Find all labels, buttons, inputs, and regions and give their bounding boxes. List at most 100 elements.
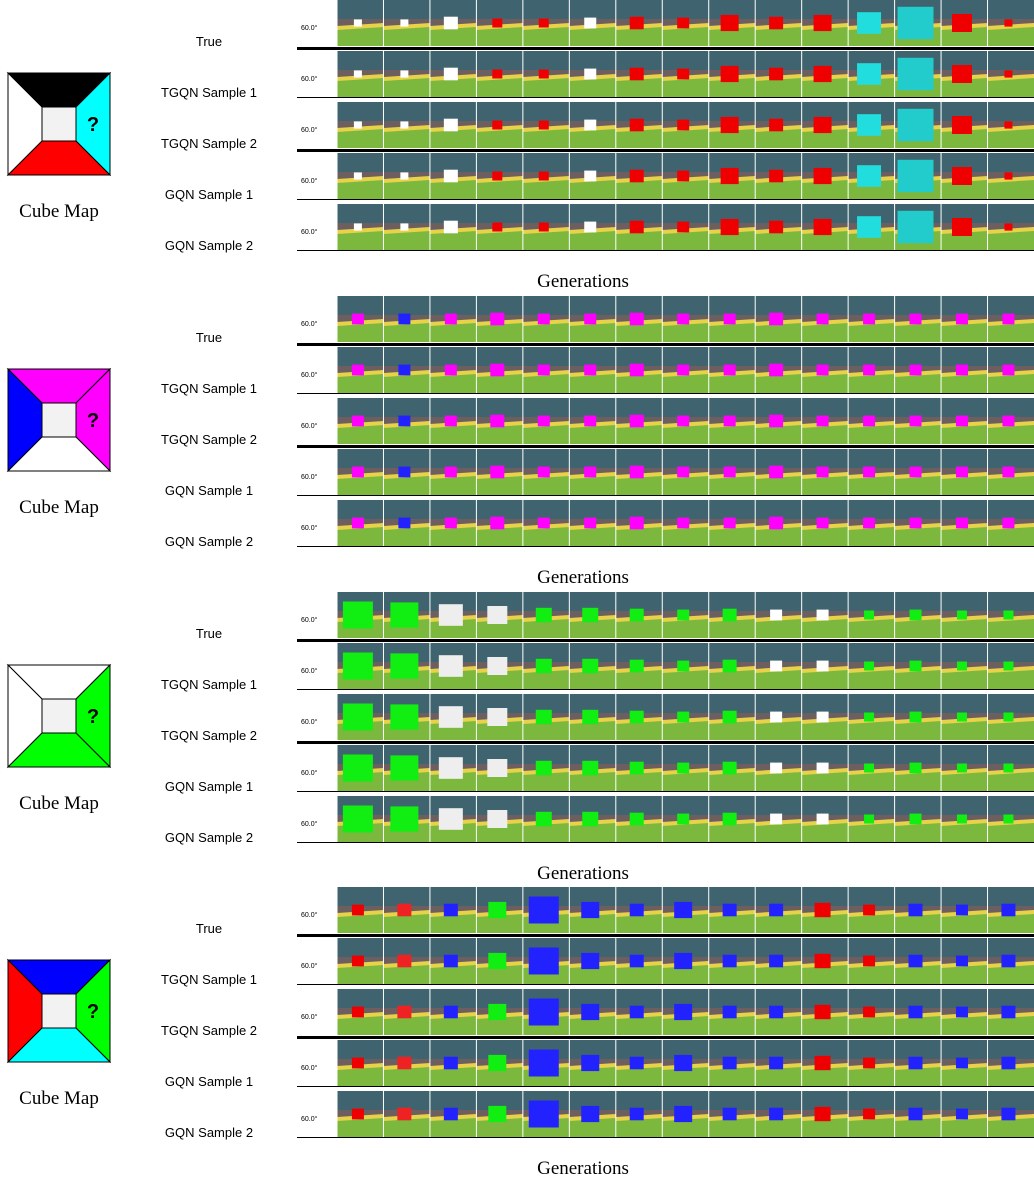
generated-frame xyxy=(336,296,384,342)
generated-frame xyxy=(429,643,477,689)
frame-cube xyxy=(629,710,644,724)
generated-frame xyxy=(940,643,988,689)
generated-frame xyxy=(754,592,802,638)
frame-cube xyxy=(1003,610,1014,620)
frame-cube xyxy=(816,466,829,478)
frame-cube xyxy=(487,657,508,675)
row-label: True xyxy=(196,34,222,49)
generated-frame xyxy=(475,1091,523,1137)
frame-ground xyxy=(429,129,477,148)
frame-ground xyxy=(429,374,477,393)
frame-ground xyxy=(755,78,802,97)
frame-cube xyxy=(581,1054,600,1072)
frame-cube xyxy=(816,813,829,825)
group-divider xyxy=(297,445,1034,448)
frame-cube xyxy=(769,169,784,183)
frame-ground xyxy=(615,27,663,46)
frame-ground xyxy=(662,323,709,342)
frame-cube xyxy=(1001,954,1016,968)
frame-cube xyxy=(528,1049,559,1077)
generated-frame xyxy=(801,796,849,842)
frame-ground xyxy=(383,476,430,495)
frame-ground xyxy=(662,1067,709,1086)
generated-frame xyxy=(475,449,523,495)
generated-frame xyxy=(708,153,756,199)
generated-frame xyxy=(382,745,430,791)
frame-ground xyxy=(987,129,1034,148)
frame-cube xyxy=(351,904,364,916)
frame-ground xyxy=(801,78,849,97)
generated-frame xyxy=(522,102,570,148)
generated-frame xyxy=(568,204,616,250)
generated-frame xyxy=(475,643,523,689)
generated-frame xyxy=(522,347,570,393)
frame-cube xyxy=(438,604,463,626)
frame-cube xyxy=(674,1003,693,1021)
frame-ground xyxy=(755,425,802,444)
frame-ground xyxy=(476,527,523,546)
generated-frame xyxy=(940,694,988,740)
frame-ground xyxy=(383,27,430,46)
generated-frame xyxy=(615,449,663,495)
frame-cube xyxy=(813,167,832,185)
frame-ground xyxy=(755,527,802,546)
generated-frame xyxy=(940,153,988,199)
generated-frame xyxy=(568,938,616,984)
frame-ground xyxy=(522,721,570,740)
frame-cube xyxy=(909,762,922,774)
frame-cube xyxy=(351,415,364,427)
frame-cube xyxy=(909,711,922,723)
generated-frame xyxy=(801,1040,849,1086)
frame-ground xyxy=(337,527,384,546)
frame-cube xyxy=(722,1005,737,1019)
frame-cube xyxy=(863,313,876,325)
frame-ground xyxy=(383,965,430,984)
frame-cube xyxy=(629,812,644,826)
generated-frame xyxy=(708,796,756,842)
generated-frame xyxy=(940,745,988,791)
frame-ground xyxy=(569,27,616,46)
frame-ground xyxy=(569,476,616,495)
generated-frame xyxy=(568,153,616,199)
generated-frame xyxy=(336,153,384,199)
generated-frame xyxy=(801,153,849,199)
frame-cube xyxy=(1003,712,1014,722)
frame-ground xyxy=(522,772,570,791)
generated-frame xyxy=(336,347,384,393)
generated-frame xyxy=(429,51,477,97)
frame-ground xyxy=(662,670,709,689)
frame-cube xyxy=(1003,661,1014,671)
frame-cube xyxy=(490,363,505,377)
frame-cube xyxy=(1002,466,1015,478)
frame-ground xyxy=(894,914,942,933)
frame-ground xyxy=(569,78,616,97)
frame-cube xyxy=(397,954,412,968)
generated-frame xyxy=(382,938,430,984)
frame-ground xyxy=(987,374,1034,393)
generated-frame xyxy=(708,989,756,1035)
generated-frame xyxy=(754,1091,802,1137)
frame-ground xyxy=(522,323,570,342)
frame-ground xyxy=(708,527,756,546)
frame-ground xyxy=(476,425,523,444)
frame-cube xyxy=(444,415,457,427)
frame-cube xyxy=(909,660,922,672)
generated-frame xyxy=(754,500,802,546)
frame-ground xyxy=(848,1118,895,1137)
angle-label: 60.0° xyxy=(301,769,318,777)
generated-frame xyxy=(847,643,895,689)
frame-cube xyxy=(909,313,922,325)
row-label: TGQN Sample 2 xyxy=(161,728,257,743)
generated-frame xyxy=(522,1040,570,1086)
frame-ground xyxy=(429,180,477,199)
frame-cube xyxy=(581,1105,600,1123)
generated-frame xyxy=(894,51,942,97)
generated-frame xyxy=(522,989,570,1035)
frame-cube xyxy=(956,712,967,722)
frame-cube xyxy=(955,1057,968,1069)
generated-frame xyxy=(615,796,663,842)
generated-frame xyxy=(847,1091,895,1137)
frame-cube xyxy=(813,65,832,83)
generated-frame xyxy=(894,153,942,199)
frame-ground xyxy=(987,914,1034,933)
